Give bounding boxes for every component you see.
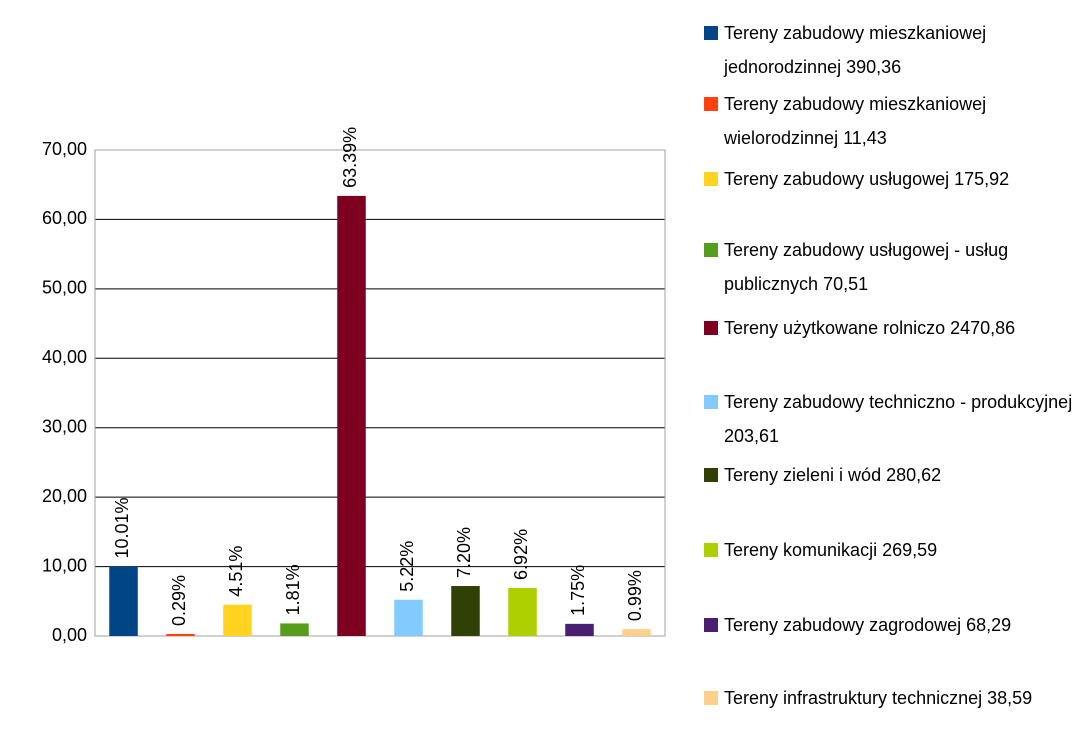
bar xyxy=(223,604,252,636)
value-label: 7.20% xyxy=(454,527,474,578)
legend-swatch xyxy=(704,172,718,186)
bar xyxy=(622,629,651,636)
legend-entry: Tereny zabudowy usługowej 175,92 xyxy=(704,162,1084,196)
legend-entry: Tereny komunikacji 269,59 xyxy=(704,533,1084,567)
value-label: 0.29% xyxy=(169,575,189,626)
y-tick-label: 30,00 xyxy=(42,416,87,436)
y-tick-label: 50,00 xyxy=(42,278,87,298)
value-label: 63.39% xyxy=(340,127,360,188)
legend-label: Tereny infrastruktury technicznej 38,59 xyxy=(724,688,1033,708)
bar xyxy=(451,586,480,636)
value-label: 1.81% xyxy=(283,564,303,615)
legend-entry: Tereny zabudowy mieszkaniowej jednorodzi… xyxy=(704,16,1084,84)
y-tick-label: 40,00 xyxy=(42,347,87,367)
legend-swatch xyxy=(704,543,718,557)
legend-label: Tereny komunikacji 269,59 xyxy=(724,540,938,560)
legend-label: Tereny użytkowane rolniczo 2470,86 xyxy=(724,318,1016,338)
legend-entry: Tereny użytkowane rolniczo 2470,86 xyxy=(704,311,1084,345)
legend-label: Tereny zabudowy usługowej - usług public… xyxy=(724,240,1009,294)
legend-label: Tereny zabudowy mieszkaniowej wielorodzi… xyxy=(724,94,987,148)
y-tick-label: 0,00 xyxy=(52,625,87,645)
bar xyxy=(394,599,423,636)
value-label: 10.01% xyxy=(112,497,132,558)
legend-swatch xyxy=(704,321,718,335)
legend-swatch xyxy=(704,243,718,257)
legend-entry: Tereny zieleni i wód 280,62 xyxy=(704,458,1084,492)
legend-label: Tereny zabudowy mieszkaniowej jednorodzi… xyxy=(724,23,987,77)
legend-swatch xyxy=(704,26,718,40)
legend-label: Tereny zabudowy zagrodowej 68,29 xyxy=(724,615,1012,635)
legend-label: Tereny zabudowy usługowej 175,92 xyxy=(724,169,1010,189)
bar xyxy=(508,587,537,636)
legend-label: Tereny zabudowy techniczno - produkcyjne… xyxy=(724,392,1073,446)
legend-entry: Tereny zabudowy zagrodowej 68,29 xyxy=(704,608,1084,642)
bar xyxy=(166,633,195,636)
legend-swatch xyxy=(704,618,718,632)
bar xyxy=(280,623,309,636)
legend-entry: Tereny zabudowy usługowej - usług public… xyxy=(704,233,1084,301)
y-tick-label: 20,00 xyxy=(42,486,87,506)
bar xyxy=(109,566,138,636)
value-label: 5.22% xyxy=(397,541,417,592)
y-tick-label: 10,00 xyxy=(42,555,87,575)
legend-swatch xyxy=(704,691,718,705)
legend-swatch xyxy=(704,468,718,482)
legend-swatch xyxy=(704,97,718,111)
legend-entry: Tereny infrastruktury technicznej 38,59 xyxy=(704,681,1084,715)
value-label: 6.92% xyxy=(511,529,531,580)
y-tick-label: 70,00 xyxy=(42,139,87,159)
legend-label: Tereny zieleni i wód 280,62 xyxy=(724,465,942,485)
legend-swatch xyxy=(704,395,718,409)
bar xyxy=(337,195,366,637)
bar xyxy=(565,623,594,636)
value-label: 4.51% xyxy=(226,546,246,597)
plot-border xyxy=(94,149,666,637)
value-label: 0.99% xyxy=(625,570,645,621)
legend-entry: Tereny zabudowy mieszkaniowej wielorodzi… xyxy=(704,87,1084,155)
legend-entry: Tereny zabudowy techniczno - produkcyjne… xyxy=(704,385,1084,453)
y-tick-label: 60,00 xyxy=(42,208,87,228)
value-label: 1.75% xyxy=(568,565,588,616)
